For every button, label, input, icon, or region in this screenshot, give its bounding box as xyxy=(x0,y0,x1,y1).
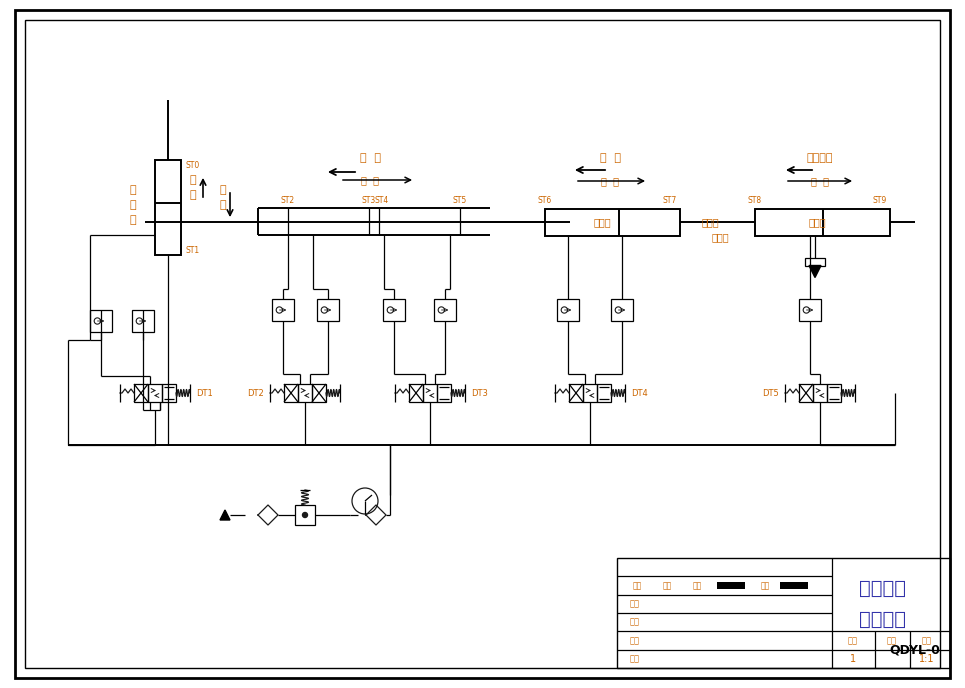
Text: 标号: 标号 xyxy=(760,581,770,590)
Bar xyxy=(597,384,611,402)
Text: ST2: ST2 xyxy=(281,195,295,204)
Bar xyxy=(717,582,745,589)
Text: 设计: 设计 xyxy=(630,599,640,608)
Bar xyxy=(557,299,579,321)
Text: 制图: 制图 xyxy=(630,618,640,627)
Bar xyxy=(611,299,633,321)
Text: 走  刀: 走 刀 xyxy=(360,153,380,163)
Bar xyxy=(155,160,181,255)
Text: 刀: 刀 xyxy=(129,200,136,210)
Text: 刀: 刀 xyxy=(190,190,196,200)
Text: 松  开: 松 开 xyxy=(601,176,619,186)
Text: 切割机气: 切割机气 xyxy=(859,579,905,599)
Text: 比例: 比例 xyxy=(922,636,932,645)
Text: DT4: DT4 xyxy=(631,389,648,398)
Text: 抬: 抬 xyxy=(129,185,136,195)
Bar xyxy=(312,384,326,402)
Text: 1: 1 xyxy=(850,654,856,664)
Text: 抬: 抬 xyxy=(190,175,196,185)
Text: 处数: 处数 xyxy=(662,581,672,590)
Bar xyxy=(383,299,405,321)
Text: 夹紧缸: 夹紧缸 xyxy=(593,217,611,227)
Bar xyxy=(284,384,298,402)
Bar xyxy=(437,384,451,402)
Text: 落: 落 xyxy=(220,185,227,195)
Text: 重量: 重量 xyxy=(887,636,897,645)
Bar xyxy=(134,384,148,402)
Text: ST5: ST5 xyxy=(453,195,467,204)
Text: ST0: ST0 xyxy=(185,160,199,169)
Bar xyxy=(434,299,456,321)
Bar xyxy=(813,384,827,402)
Bar xyxy=(799,384,813,402)
Text: ST6: ST6 xyxy=(538,196,552,205)
Bar xyxy=(545,208,680,235)
Text: 审校: 审校 xyxy=(630,636,640,645)
Text: DT1: DT1 xyxy=(196,389,212,398)
Circle shape xyxy=(302,513,308,517)
Text: 返  回: 返 回 xyxy=(361,175,379,185)
Bar xyxy=(272,299,294,321)
Text: 工艺: 工艺 xyxy=(630,654,640,663)
Polygon shape xyxy=(220,510,230,520)
Text: DT2: DT2 xyxy=(247,389,264,398)
Bar xyxy=(132,310,154,332)
Text: 刀: 刀 xyxy=(220,200,227,210)
Bar xyxy=(409,384,423,402)
Text: DT5: DT5 xyxy=(762,389,779,398)
Text: 夹  紧: 夹 紧 xyxy=(599,153,620,163)
Bar xyxy=(569,384,583,402)
Text: 动原理图: 动原理图 xyxy=(859,610,905,629)
Bar xyxy=(317,299,339,321)
Text: 行走缸: 行走缸 xyxy=(711,232,729,242)
Text: 行走缸: 行走缸 xyxy=(809,217,826,227)
Text: ST4: ST4 xyxy=(374,195,389,204)
Bar xyxy=(90,310,112,332)
Bar xyxy=(827,384,841,402)
Text: ST1: ST1 xyxy=(185,246,199,255)
Text: 夹紧缸: 夹紧缸 xyxy=(702,217,719,227)
Text: ST9: ST9 xyxy=(873,196,887,205)
Text: 缸: 缸 xyxy=(129,215,136,225)
Bar xyxy=(617,558,950,668)
Text: QDYL-0: QDYL-0 xyxy=(890,644,941,657)
Text: 数量: 数量 xyxy=(848,636,858,645)
Text: 分区: 分区 xyxy=(692,581,702,590)
Text: 标记: 标记 xyxy=(632,581,642,590)
Bar xyxy=(780,582,808,589)
Bar xyxy=(805,257,825,266)
Bar xyxy=(583,384,597,402)
Text: 1:1: 1:1 xyxy=(920,654,935,664)
Bar xyxy=(755,208,890,235)
Bar xyxy=(423,384,437,402)
Bar xyxy=(799,299,821,321)
Polygon shape xyxy=(809,266,821,277)
Text: 随动前进: 随动前进 xyxy=(807,153,833,163)
Bar xyxy=(298,384,312,402)
Text: DT3: DT3 xyxy=(471,389,488,398)
Bar xyxy=(295,505,315,525)
Bar xyxy=(162,384,176,402)
Text: ST8: ST8 xyxy=(748,196,762,205)
Text: 返  回: 返 回 xyxy=(811,176,829,186)
Text: ST7: ST7 xyxy=(663,196,677,205)
Text: ST3: ST3 xyxy=(362,195,376,204)
Bar xyxy=(148,384,162,402)
